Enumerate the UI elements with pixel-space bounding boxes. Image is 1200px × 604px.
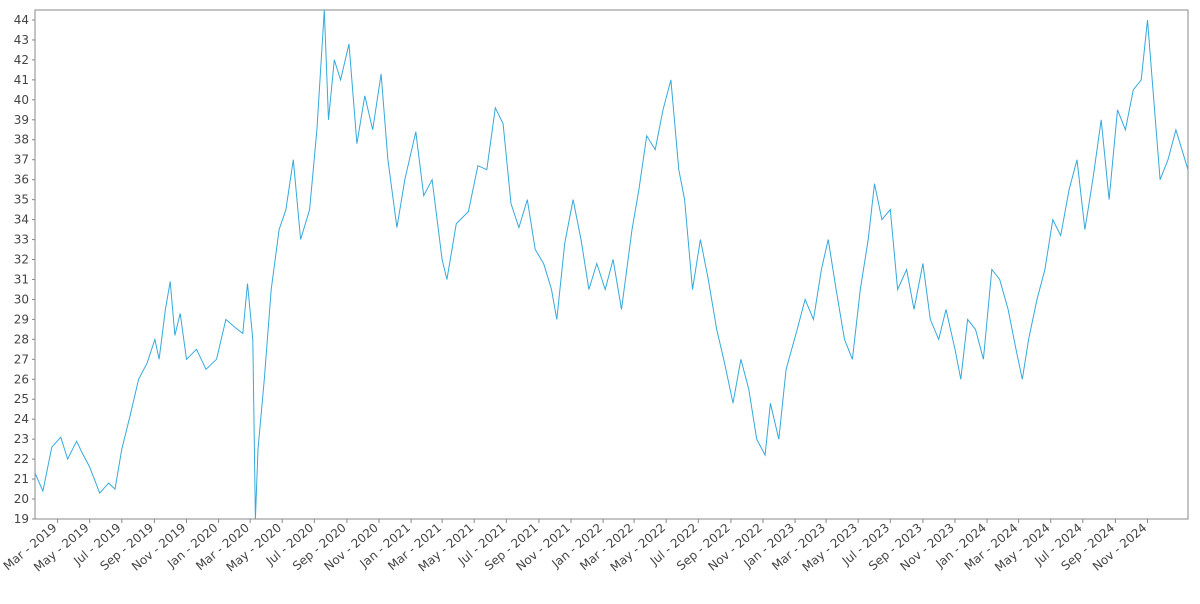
series-line (34, 9, 1189, 520)
y-tick-label: 43 (14, 33, 29, 47)
y-tick-label: 19 (14, 512, 29, 526)
y-tick-label: 31 (14, 272, 29, 286)
y-tick-label: 34 (14, 213, 29, 227)
y-tick-label: 32 (14, 253, 29, 267)
y-tick-label: 25 (14, 392, 29, 406)
y-tick-label: 23 (14, 432, 29, 446)
y-tick-label: 39 (14, 113, 29, 127)
y-tick-label: 36 (14, 173, 29, 187)
y-tick-label: 29 (14, 312, 29, 326)
y-tick-label: 20 (14, 492, 29, 506)
y-tick-label: 27 (14, 352, 29, 366)
y-tick-label: 38 (14, 133, 29, 147)
y-tick-label: 44 (14, 13, 29, 27)
y-tick-label: 26 (14, 372, 29, 386)
y-tick-label: 40 (14, 93, 29, 107)
y-tick-label: 22 (14, 452, 29, 466)
y-tick-label: 41 (14, 73, 29, 87)
y-tick-label: 28 (14, 332, 29, 346)
y-tick-label: 21 (14, 472, 29, 486)
y-tick-label: 30 (14, 292, 29, 306)
y-axis: 19 20 21 22 23 24 25 26 27 28 29 30 31 32 33 34 35 36 37 38… (14, 13, 35, 526)
y-tick-label: 35 (14, 193, 29, 207)
y-tick-label: 24 (14, 412, 29, 426)
y-tick-label: 37 (14, 153, 29, 167)
y-tick-label: 33 (14, 233, 29, 247)
y-tick-label: 42 (14, 53, 29, 67)
